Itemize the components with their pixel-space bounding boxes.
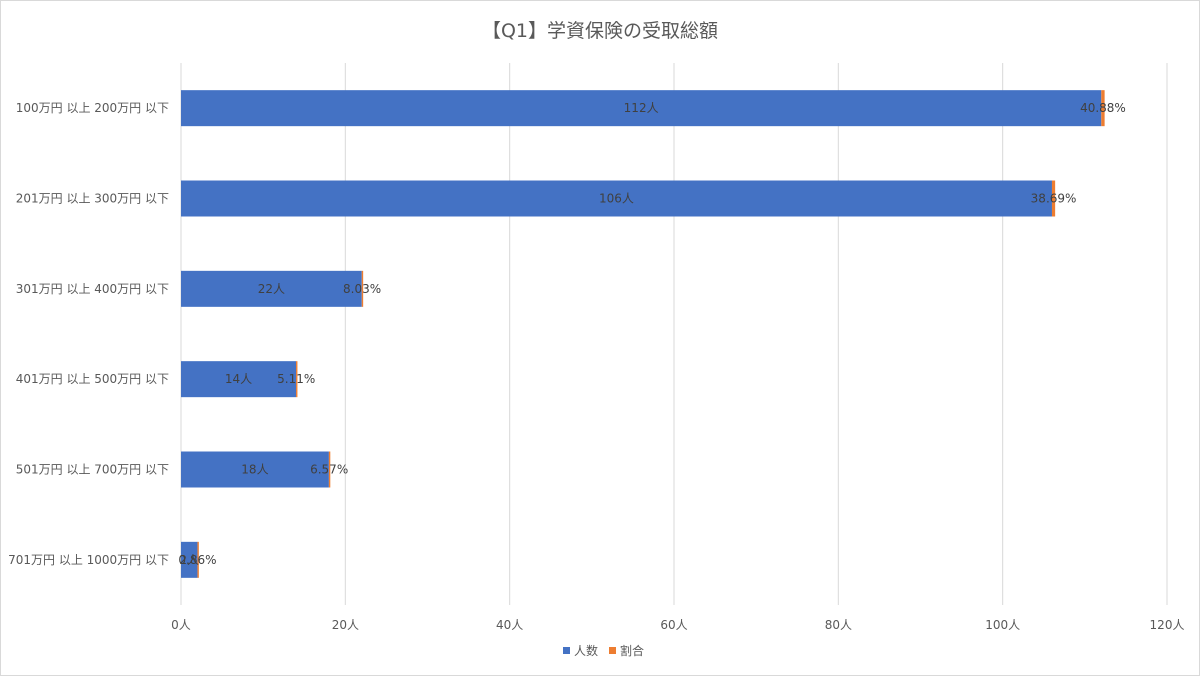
data-label-count: 18人 [241, 463, 268, 477]
x-tick-label: 100人 [985, 618, 1020, 632]
bar-ratio [361, 270, 364, 307]
category-label: 301万円 以上 400万円 以下 [16, 282, 169, 296]
bar-count [181, 361, 297, 398]
category-label: 201万円 以上 300万円 以下 [16, 192, 169, 206]
data-label-ratio: 8.03% [343, 282, 381, 296]
category-labels: 100万円 以上 200万円 以下 201万円 以上 300万円 以下 301万円 … [8, 101, 169, 567]
bars [181, 90, 1105, 578]
data-label-count: 112人 [624, 101, 659, 115]
data-label-ratio: 5.11% [277, 372, 315, 386]
category-label: 100万円 以上 200万円 以下 [16, 101, 169, 115]
x-tick-label: 60人 [660, 618, 687, 632]
x-tick-label: 20人 [332, 618, 359, 632]
category-label: 701万円 以上 1000万円 以下 [8, 553, 169, 567]
data-label-count: 2人 [179, 553, 199, 567]
data-labels: 112人 40.88% 106人 38.69% 22人 8.03% 14人 5.11% 18人 6… [178, 101, 1125, 567]
chart-title: 【Q1】学資保険の受取総額 [482, 20, 718, 42]
legend-label: 割合 [620, 643, 644, 658]
bar-ratio [1051, 180, 1056, 217]
data-label-ratio: 6.57% [310, 463, 348, 477]
x-tick-label: 0人 [171, 618, 191, 632]
x-tick-label: 40人 [496, 618, 523, 632]
data-label-ratio: 40.88% [1080, 101, 1126, 115]
data-label-count: 22人 [258, 282, 285, 296]
data-label-count: 106人 [599, 192, 634, 206]
gridlines [180, 63, 1168, 605]
legend-swatch [609, 647, 616, 654]
category-label: 501万円 以上 700万円 以下 [16, 463, 169, 477]
bar-count [181, 541, 198, 578]
data-label-count: 14人 [225, 372, 252, 386]
bar-count [181, 270, 362, 307]
x-tick-label: 80人 [825, 618, 852, 632]
legend: 人数 割合 [563, 643, 644, 658]
category-label: 401万円 以上 500万円 以下 [16, 372, 169, 386]
legend-label: 人数 [574, 643, 598, 658]
bar-ratio [1101, 90, 1105, 127]
bar-ratio [296, 361, 298, 398]
x-axis-tick-labels: 0人 20人 40人 60人 80人 100人 120人 [171, 618, 1184, 632]
bar-count [181, 90, 1102, 127]
data-label-ratio: 38.69% [1031, 192, 1077, 206]
bar-count [181, 180, 1052, 217]
data-label-ratio: 0.86% [178, 553, 216, 567]
bar-ratio [197, 541, 199, 578]
bar-count [181, 451, 329, 488]
x-tick-label: 120人 [1150, 618, 1185, 632]
legend-swatch [563, 647, 570, 654]
bar-ratio [328, 451, 331, 488]
